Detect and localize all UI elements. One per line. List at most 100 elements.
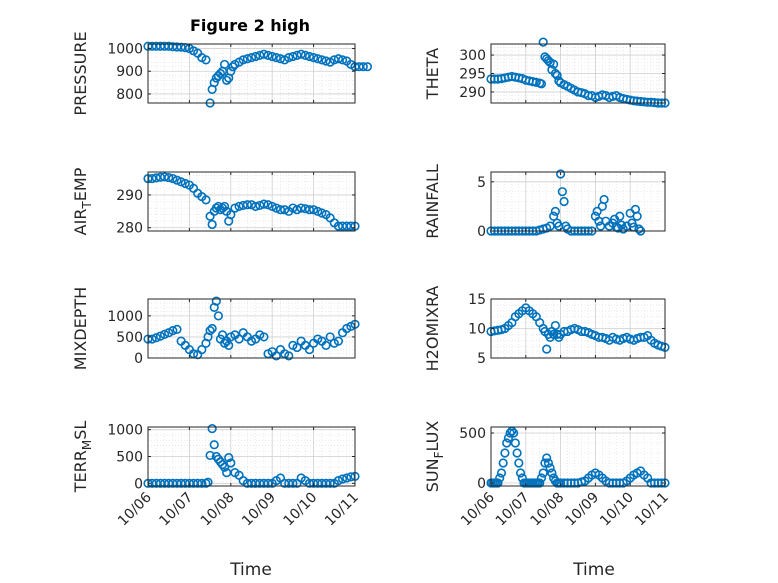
data-point [288,51,298,62]
data-point [550,68,560,79]
x-tick-label: 10/11 [322,490,362,530]
data-point [557,187,567,197]
data-point [234,201,244,212]
data-point [263,200,273,210]
data-point [512,448,522,458]
data-point [509,428,519,438]
data-point [514,458,524,468]
data-point [498,458,508,468]
x-tick-label: 10/08 [198,490,238,530]
data-point [168,173,178,184]
series-markers [143,296,360,361]
y-axis-label: PRESSURE [71,31,90,115]
y-tick-label: 1000 [107,42,143,58]
y-axis-label: THETA [423,48,442,100]
y-tick-label: 0 [134,351,143,367]
data-point [267,51,277,62]
y-axis-label: RAINFALL [423,164,442,239]
subplot-7: 0 500 1000 TERRMSL 10/06 10/07 10/08 10/09 10/10… [71,421,362,530]
y-tick-label: 10 [468,322,486,338]
data-point [263,50,273,60]
data-point [545,463,555,473]
axes-box [490,171,666,232]
data-point [542,453,552,463]
x-tick-label: 10/10 [597,490,637,530]
y-tick-label: 500 [459,426,486,442]
data-point [205,450,215,461]
data-point [209,440,219,450]
axes-box [147,43,356,104]
data-point [226,66,236,76]
data-point [536,473,547,483]
data-point [234,334,244,344]
data-point [543,458,554,468]
x-tick-label: 10/11 [632,490,672,530]
y-axis-label: AIRTEMP [71,167,94,235]
data-point [313,54,323,64]
subplot-2: 290 295 300 THETA [423,37,670,108]
data-point [211,296,221,306]
data-point [230,203,240,213]
data-point [271,53,281,63]
data-point [550,206,560,216]
y-tick-label: 0 [477,476,486,492]
data-point [495,473,505,483]
data-point [176,177,186,187]
data-point [211,203,221,213]
data-point [505,428,515,438]
data-point [300,50,310,60]
data-point [549,211,559,221]
data-point [251,51,261,62]
data-point [259,332,269,342]
data-point [542,344,552,354]
data-point [242,54,252,64]
data-point [219,59,230,70]
data-point [284,53,294,63]
x-tick-label: 10/07 [156,490,196,530]
data-point [151,333,161,343]
data-point [362,62,373,72]
x-tick-label: 10/06 [115,489,155,529]
data-point [559,196,569,207]
axes-box [490,426,666,487]
data-point [159,172,170,182]
data-point [176,42,186,52]
data-point [547,468,557,478]
series-markers [486,426,670,488]
subplot-8: 0 500 SUNFLUX 10/0610/0710/0810/0910/1010/1… [423,421,672,530]
data-point [259,199,269,209]
data-point [549,59,559,69]
data-point [284,351,294,361]
x-tick-label: 10/07 [493,490,533,530]
data-point [599,194,609,205]
y-tick-label: 800 [116,87,143,103]
data-point [155,331,166,341]
data-point [259,49,269,59]
data-point [251,201,261,212]
data-point [172,175,182,185]
data-point [531,77,541,87]
axes-box [147,171,356,232]
data-point [538,468,548,478]
data-point [538,37,548,47]
x-tick-label: 10/08 [528,490,568,530]
data-point [213,311,223,321]
data-point [215,68,226,79]
data-point [592,206,602,216]
data-point [337,474,348,484]
y-tick-label: 280 [116,221,143,237]
data-point [304,205,315,215]
data-point [535,478,545,488]
data-point [228,62,238,72]
data-point [502,438,512,448]
subplot-3: 280 290 AIRTEMP [71,167,360,237]
axes-box [147,298,356,359]
data-point [224,452,234,463]
x-axis-label-right: Time [572,560,615,580]
data-point [238,55,248,65]
y-axis-label: MIXDEPTH [71,287,90,370]
data-point [222,75,232,85]
y-axis-label: TERRMSL [71,421,94,494]
x-tick-label: 10/09 [562,490,602,530]
